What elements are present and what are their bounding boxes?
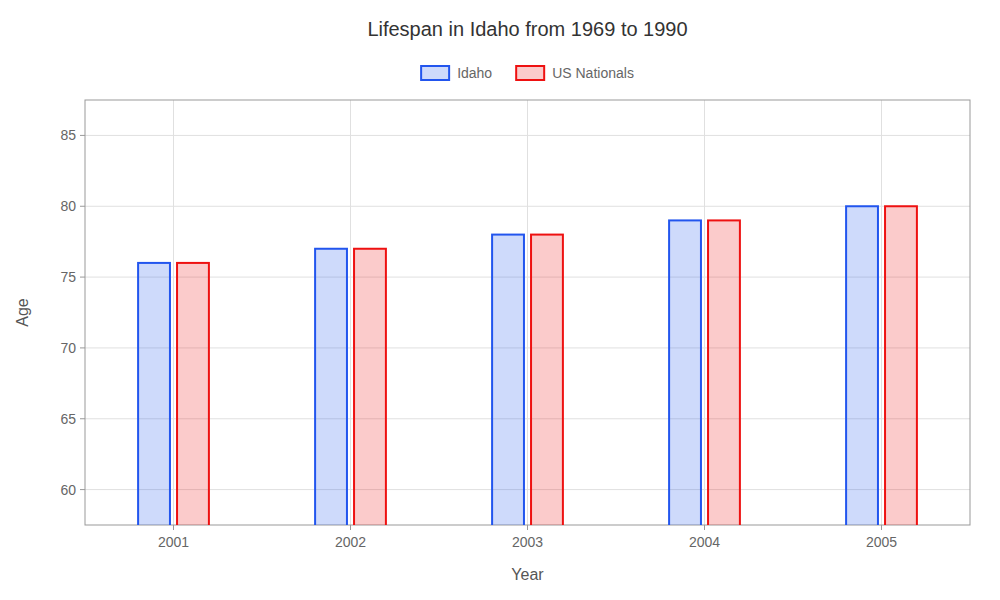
legend-item: Idaho — [421, 65, 492, 81]
chart-title: Lifespan in Idaho from 1969 to 1990 — [367, 18, 687, 40]
y-tick — [80, 489, 85, 490]
x-tick — [527, 525, 528, 530]
bar — [846, 206, 878, 525]
bars — [138, 206, 917, 525]
legend-item: US Nationals — [516, 65, 634, 81]
bar — [492, 235, 524, 525]
x-tick-label: 2003 — [512, 534, 543, 550]
bar — [885, 206, 917, 525]
x-tick-label: 2002 — [335, 534, 366, 550]
bar — [708, 220, 740, 525]
y-tick — [80, 418, 85, 419]
y-tick-label: 60 — [60, 482, 76, 498]
y-tick — [80, 206, 85, 207]
bar — [315, 249, 347, 525]
axes: 60 65 70 75 80 85 2001 2002 2003 2004 2005 — [60, 127, 897, 550]
x-grid-line — [173, 100, 174, 525]
bar — [138, 263, 170, 525]
bar — [669, 220, 701, 525]
x-tick — [350, 525, 351, 530]
x-tick — [881, 525, 882, 530]
bar — [177, 263, 209, 525]
y-tick — [80, 347, 85, 348]
bar — [531, 235, 563, 525]
legend-label: US Nationals — [552, 65, 634, 81]
y-tick-label: 85 — [60, 127, 76, 143]
y-tick-label: 75 — [60, 269, 76, 285]
y-tick-label: 80 — [60, 198, 76, 214]
x-tick-label: 2001 — [158, 534, 189, 550]
legend-label: Idaho — [457, 65, 492, 81]
legend: Idaho US Nationals — [421, 65, 634, 81]
y-axis-label: Age — [14, 298, 31, 327]
grid — [85, 100, 970, 525]
x-axis-label: Year — [511, 566, 544, 583]
chart-svg: Lifespan in Idaho from 1969 to 1990 60 65 7… — [0, 0, 1000, 600]
legend-swatch — [421, 66, 449, 80]
bar — [354, 249, 386, 525]
y-tick-label: 65 — [60, 411, 76, 427]
y-tick — [80, 135, 85, 136]
chart-container: Lifespan in Idaho from 1969 to 1990 60 65 7… — [0, 0, 1000, 600]
plot-frame — [85, 100, 970, 525]
x-grid-line — [527, 100, 528, 525]
x-tick-label: 2004 — [689, 534, 720, 550]
x-tick — [704, 525, 705, 530]
y-tick — [80, 277, 85, 278]
x-tick — [173, 525, 174, 530]
x-grid-line — [881, 100, 882, 525]
x-grid-line — [704, 100, 705, 525]
x-tick-label: 2005 — [866, 534, 897, 550]
legend-swatch — [516, 66, 544, 80]
x-grid-line — [350, 100, 351, 525]
y-tick-label: 70 — [60, 340, 76, 356]
